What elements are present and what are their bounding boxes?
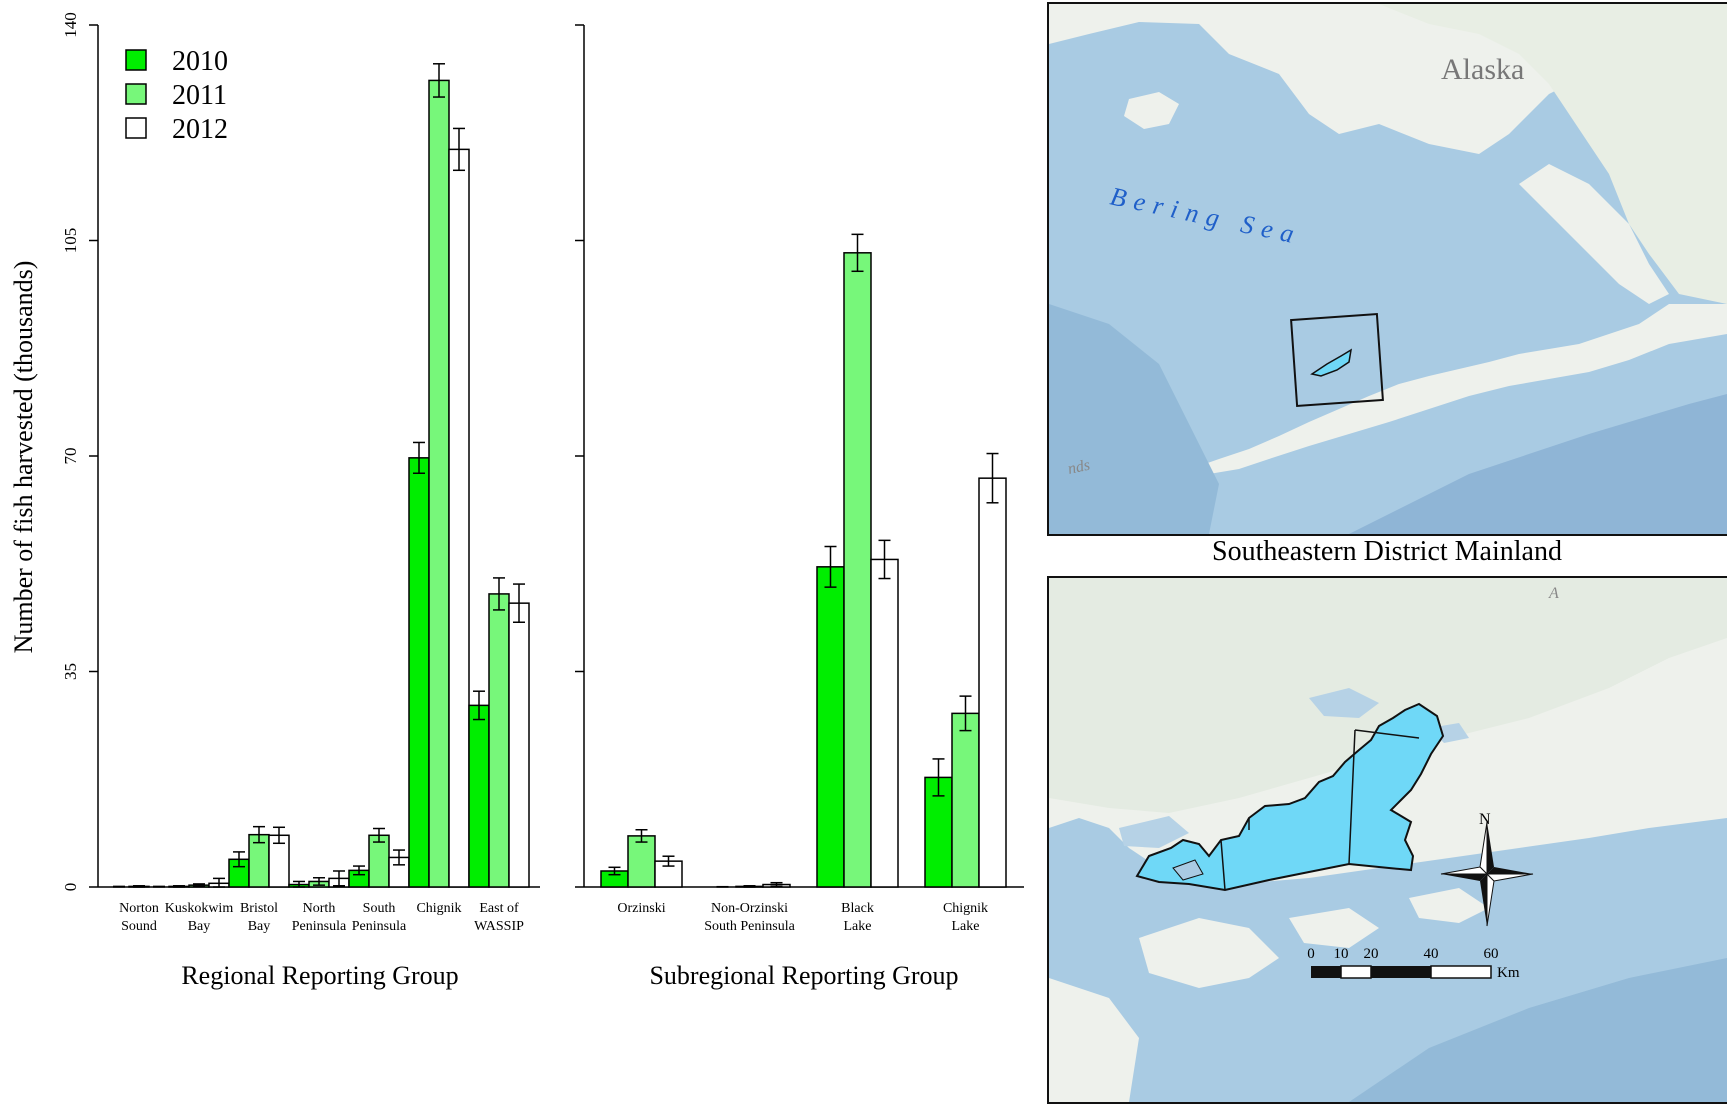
bar-2010 (468, 704, 490, 888)
north-arrow-icon (1440, 821, 1534, 927)
scale-tick-60: 60 (1484, 946, 1499, 962)
district-overview-shape (1310, 348, 1353, 377)
category-label: Chignik (416, 901, 461, 916)
north-label: N (1479, 811, 1491, 828)
right-y-axis (575, 24, 585, 888)
bar-2012 (448, 148, 470, 888)
deep-water-west (1049, 304, 1219, 534)
scale-tick-20: 20 (1364, 946, 1379, 962)
left-bars (113, 63, 530, 888)
left-category-labels: Norton Sound Kuskokwim Bay Bristol Bay North Pe… (119, 901, 524, 934)
map-edge-text: A (1548, 585, 1559, 602)
y-tick-label: 0 (61, 883, 80, 892)
y-tick-label: 35 (61, 663, 80, 680)
category-label: Kuskokwim (165, 901, 234, 916)
bar-2011 (627, 835, 656, 888)
category-label: Lake (844, 919, 872, 934)
mainland-highlands (1049, 578, 1727, 813)
island-a (1139, 918, 1279, 988)
category-label: Orzinski (617, 901, 665, 916)
island-d (1049, 978, 1139, 1102)
category-label: Peninsula (292, 919, 347, 934)
scale-tick-40: 40 (1424, 946, 1439, 962)
bar-2010 (408, 457, 430, 888)
category-label: East of (479, 901, 519, 916)
map-alaska-overview: Alaska Bering Sea nds (1047, 2, 1727, 536)
southeastern-district-mainland (1135, 702, 1445, 892)
island-b (1289, 908, 1379, 948)
map-edge-text: nds (1066, 457, 1091, 478)
category-label: Black (841, 901, 874, 916)
lake-1 (1309, 688, 1379, 718)
legend-swatch-2010 (125, 49, 147, 71)
category-label: Bay (248, 919, 271, 934)
map-alaska-graphic: Alaska Bering Sea nds (1049, 4, 1727, 534)
bar-2012 (508, 602, 530, 888)
scale-tick-10: 10 (1334, 946, 1349, 962)
category-label: Bay (188, 919, 211, 934)
legend-label-2010: 2010 (172, 46, 228, 77)
bar-2011 (843, 252, 872, 888)
category-label: Norton (119, 901, 159, 916)
category-label: Lake (952, 919, 980, 934)
map-district-graphic: N 0 10 20 40 60 Km A (1049, 578, 1727, 1102)
legend-label-2012: 2012 (172, 114, 228, 145)
legend: 2010 2011 2012 (125, 46, 228, 145)
right-category-labels: Orzinski Non-Orzinski South Peninsula Black… (617, 901, 988, 934)
alaska-interior (1379, 4, 1727, 304)
category-label: South (363, 901, 396, 916)
deep-water-south (1349, 394, 1727, 534)
island-nunivak (1124, 92, 1179, 129)
scale-unit: Km (1497, 965, 1520, 981)
category-label: Bristol (240, 901, 278, 916)
category-label: WASSIP (474, 919, 524, 934)
inset-frame (1290, 313, 1384, 407)
lake-3 (1119, 816, 1189, 848)
district-bay (1172, 859, 1204, 881)
left-y-axis: 0 35 70 105 140 (61, 12, 99, 892)
y-tick-label: 70 (61, 448, 80, 465)
bar-2011 (428, 79, 450, 888)
island-c (1409, 888, 1489, 923)
district-boundaries (1220, 729, 1420, 891)
bar-2011 (368, 834, 390, 888)
category-label: Chignik (943, 901, 988, 916)
alaska-label: Alaska (1441, 53, 1524, 86)
bar-2012 (870, 558, 899, 888)
legend-label-2011: 2011 (172, 80, 227, 111)
category-label: Non-Orzinski (711, 901, 788, 916)
bar-2011 (951, 712, 980, 888)
map-caption: Southeastern District Mainland (1212, 536, 1562, 567)
y-tick-label: 105 (61, 228, 80, 254)
legend-swatch-2012 (125, 117, 147, 139)
scale-bar: 0 10 20 40 60 Km (1307, 946, 1520, 981)
category-label: South Peninsula (704, 919, 795, 934)
deep-water-south (1349, 958, 1727, 1102)
bar-2012 (978, 477, 1007, 888)
map-district-detail: N 0 10 20 40 60 Km A (1047, 576, 1727, 1104)
category-label: Peninsula (352, 919, 407, 934)
right-bars (600, 233, 1007, 888)
bar-2010 (816, 566, 845, 888)
category-label: Sound (121, 919, 157, 934)
y-axis-label: Number of fish harvested (thousands) (9, 261, 38, 654)
left-x-axis-label: Regional Reporting Group (181, 961, 458, 990)
scale-tick-0: 0 (1307, 946, 1315, 962)
alaska-peninsula (1199, 304, 1727, 474)
right-x-axis-label: Subregional Reporting Group (649, 961, 958, 990)
category-label: North (303, 901, 336, 916)
legend-swatch-2011 (125, 83, 147, 105)
chart-figure: 0 35 70 105 140 Norton Sound Kuskokwim Bay Brist… (9, 12, 1024, 990)
bar-2011 (488, 593, 510, 888)
y-tick-label: 140 (61, 12, 80, 38)
peninsula-base (1519, 164, 1669, 304)
